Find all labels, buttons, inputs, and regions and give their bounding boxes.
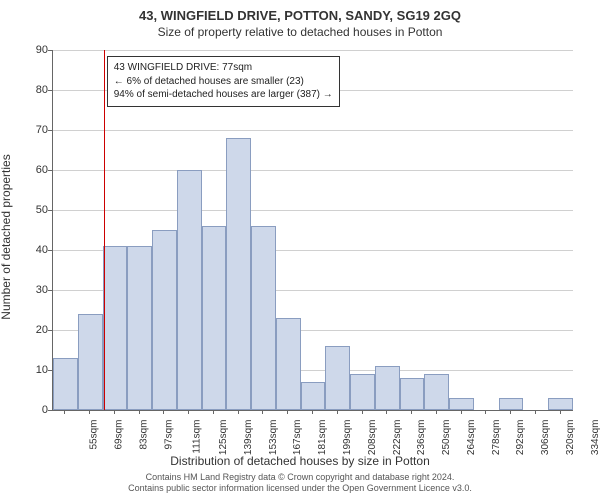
annotation-line: 94% of semi-detached houses are larger (…: [114, 88, 333, 102]
x-tick-label: 139sqm: [243, 420, 254, 456]
histogram-bar: [400, 378, 425, 410]
x-tick-label: 125sqm: [218, 420, 229, 456]
y-tick-label: 20: [20, 324, 48, 336]
histogram-bar: [177, 170, 202, 410]
grid-line: [53, 170, 573, 171]
annotation-line: 43 WINGFIELD DRIVE: 77sqm: [114, 61, 333, 75]
x-tick-mark: [89, 410, 90, 414]
histogram-bar: [424, 374, 449, 410]
y-tick-mark: [48, 370, 52, 371]
x-tick-label: 111sqm: [192, 420, 203, 454]
histogram-bar: [350, 374, 375, 410]
histogram-bar: [127, 246, 152, 410]
y-tick-label: 80: [20, 84, 48, 96]
histogram-bar: [78, 314, 103, 410]
x-tick-mark: [213, 410, 214, 414]
x-tick-mark: [362, 410, 363, 414]
footer-line-2: Contains public sector information licen…: [0, 483, 600, 494]
y-tick-label: 70: [20, 124, 48, 136]
x-tick-label: 167sqm: [293, 420, 304, 456]
x-tick-mark: [64, 410, 65, 414]
y-tick-mark: [48, 330, 52, 331]
x-tick-label: 69sqm: [114, 420, 125, 450]
histogram-bar: [276, 318, 301, 410]
y-tick-label: 60: [20, 164, 48, 176]
x-tick-mark: [163, 410, 164, 414]
x-axis-label: Distribution of detached houses by size …: [0, 454, 600, 468]
x-tick-mark: [461, 410, 462, 414]
grid-line: [53, 130, 573, 131]
y-tick-label: 0: [20, 404, 48, 416]
histogram-bar: [103, 246, 128, 410]
x-tick-label: 83sqm: [138, 420, 149, 450]
x-tick-label: 292sqm: [515, 420, 526, 456]
y-tick-mark: [48, 50, 52, 51]
x-tick-mark: [287, 410, 288, 414]
x-tick-mark: [139, 410, 140, 414]
y-tick-mark: [48, 290, 52, 291]
x-tick-label: 153sqm: [268, 420, 279, 456]
x-tick-label: 278sqm: [491, 420, 502, 456]
x-tick-mark: [114, 410, 115, 414]
x-tick-mark: [337, 410, 338, 414]
chart-footer: Contains HM Land Registry data © Crown c…: [0, 472, 600, 495]
y-axis-label: Number of detached properties: [0, 154, 13, 319]
histogram-bar: [152, 230, 177, 410]
y-tick-label: 40: [20, 244, 48, 256]
histogram-bar: [53, 358, 78, 410]
x-tick-label: 264sqm: [466, 420, 477, 456]
histogram-bar: [251, 226, 276, 410]
x-tick-mark: [238, 410, 239, 414]
x-tick-mark: [535, 410, 536, 414]
y-tick-label: 30: [20, 284, 48, 296]
y-tick-label: 10: [20, 364, 48, 376]
x-tick-label: 306sqm: [540, 420, 551, 456]
x-tick-label: 208sqm: [367, 420, 378, 456]
histogram-bar: [301, 382, 326, 410]
x-tick-mark: [485, 410, 486, 414]
y-tick-mark: [48, 90, 52, 91]
chart-subtitle: Size of property relative to detached ho…: [0, 23, 600, 43]
x-tick-label: 199sqm: [342, 420, 353, 456]
x-tick-label: 222sqm: [392, 420, 403, 456]
y-tick-mark: [48, 410, 52, 411]
x-tick-mark: [262, 410, 263, 414]
footer-line-1: Contains HM Land Registry data © Crown c…: [0, 472, 600, 483]
x-tick-label: 320sqm: [565, 420, 576, 456]
x-tick-label: 236sqm: [416, 420, 427, 456]
y-tick-mark: [48, 250, 52, 251]
histogram-bar: [449, 398, 474, 410]
x-tick-mark: [312, 410, 313, 414]
annotation-line: ← 6% of detached houses are smaller (23): [114, 75, 333, 89]
x-tick-mark: [560, 410, 561, 414]
grid-line: [53, 50, 573, 51]
y-tick-mark: [48, 170, 52, 171]
y-tick-mark: [48, 210, 52, 211]
histogram-bar: [226, 138, 251, 410]
annotation-box: 43 WINGFIELD DRIVE: 77sqm← 6% of detache…: [107, 56, 340, 107]
x-tick-mark: [411, 410, 412, 414]
x-tick-label: 181sqm: [317, 420, 328, 456]
y-tick-label: 90: [20, 44, 48, 56]
histogram-bar: [548, 398, 573, 410]
y-tick-mark: [48, 130, 52, 131]
x-tick-label: 55sqm: [89, 420, 100, 450]
x-tick-label: 334sqm: [590, 420, 600, 456]
x-tick-mark: [436, 410, 437, 414]
x-tick-label: 97sqm: [163, 420, 174, 450]
histogram-bar: [375, 366, 400, 410]
x-tick-mark: [386, 410, 387, 414]
y-tick-label: 50: [20, 204, 48, 216]
chart-title: 43, WINGFIELD DRIVE, POTTON, SANDY, SG19…: [0, 0, 600, 23]
x-tick-label: 250sqm: [441, 420, 452, 456]
histogram-bar: [202, 226, 227, 410]
x-tick-mark: [510, 410, 511, 414]
marker-line: [104, 50, 105, 410]
x-tick-mark: [188, 410, 189, 414]
grid-line: [53, 210, 573, 211]
histogram-bar: [325, 346, 350, 410]
histogram-bar: [499, 398, 524, 410]
